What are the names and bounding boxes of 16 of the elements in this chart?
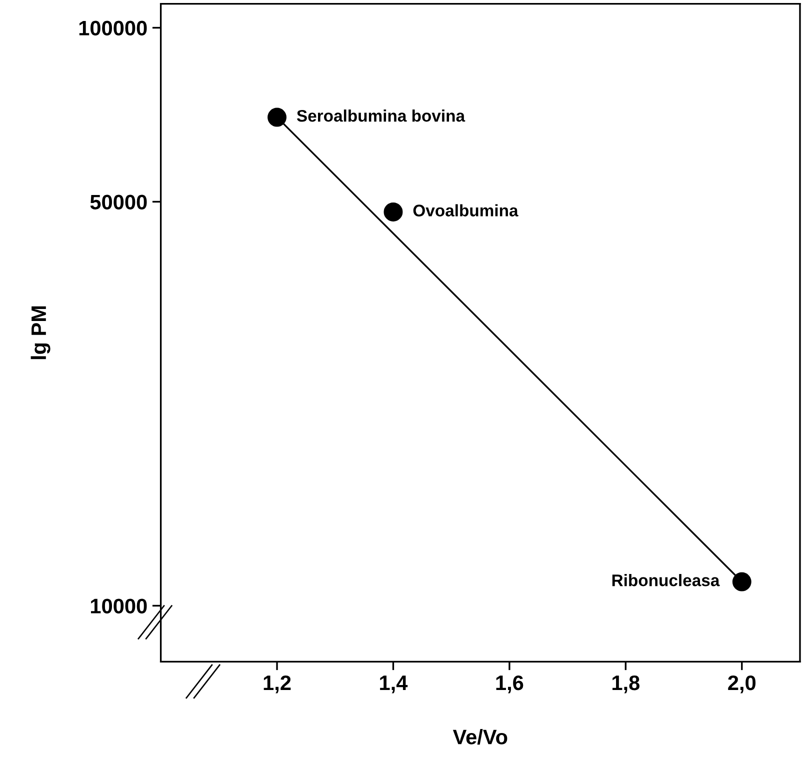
annotation: Ovoalbumina: [413, 204, 518, 216]
point: [268, 108, 286, 127]
x-tick-label: 1,4: [380, 676, 408, 694]
x-tick-label: 2,0: [728, 675, 756, 694]
y-tick-label: 50000: [90, 194, 147, 210]
point: [384, 202, 403, 222]
annotation: Ribonucleasa: [612, 574, 720, 586]
x-tick-label: 1,6: [496, 675, 524, 694]
x-tick-label: 1,8: [612, 675, 640, 694]
y-tick-label: 10000: [90, 598, 147, 614]
x-axis-title: Ve/Vo: [452, 729, 508, 745]
x-tick-label: 1,2: [264, 675, 291, 694]
y-tick-label: 100000: [79, 20, 147, 36]
y-axis-title: lg PM: [30, 306, 50, 360]
point: [732, 572, 752, 592]
annotation: Seroalbumina bovina: [296, 110, 466, 122]
